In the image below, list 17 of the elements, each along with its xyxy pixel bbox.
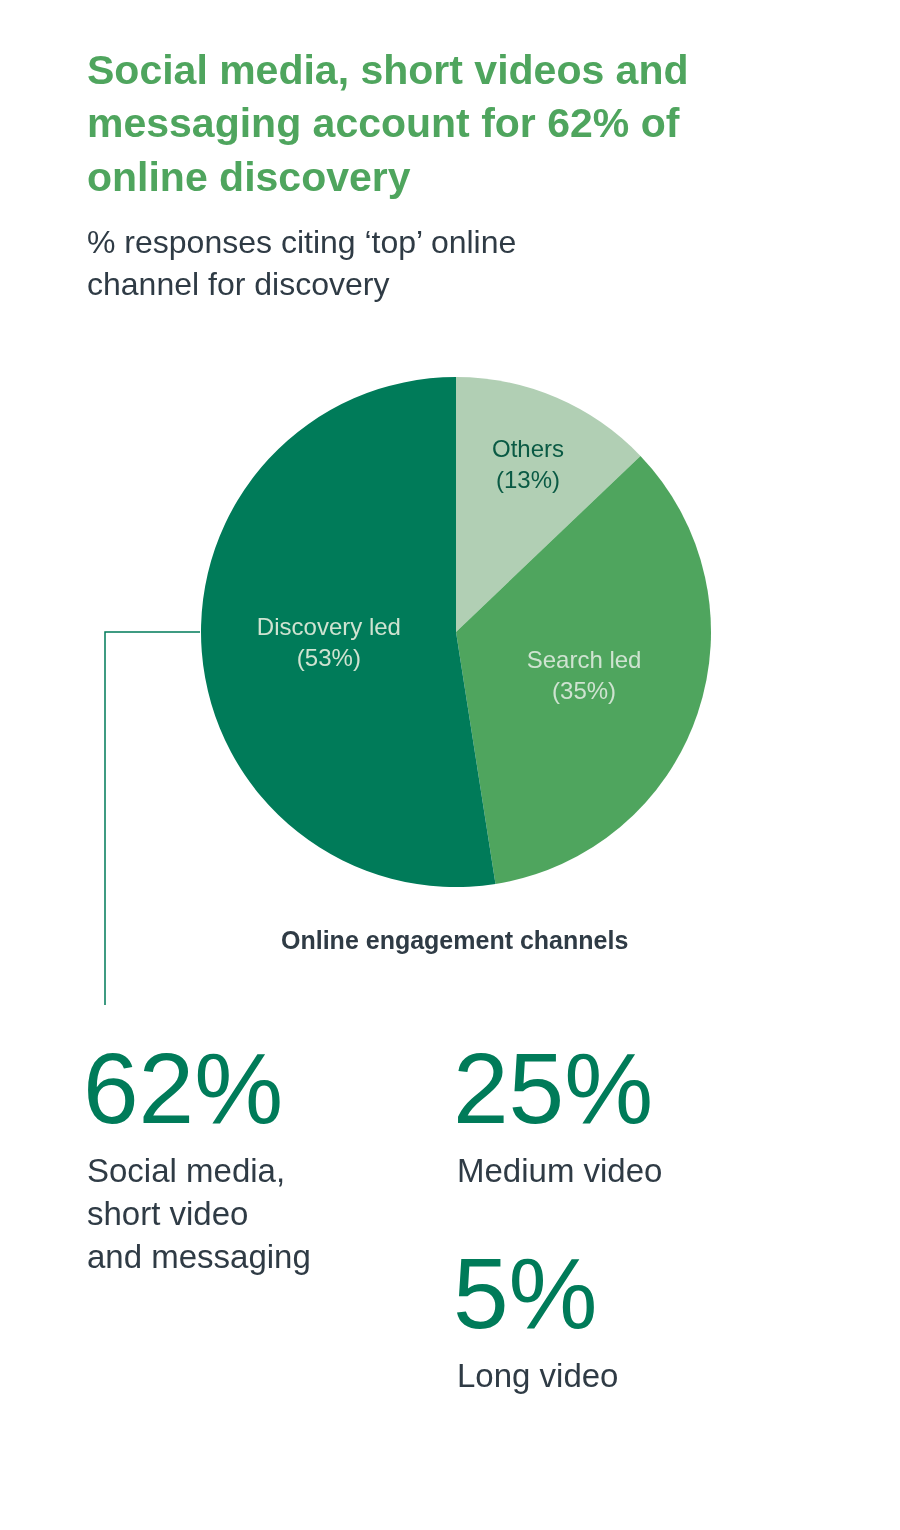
text: Social media, short video and messaging (87, 1152, 311, 1275)
text: Online engagement channels (281, 926, 629, 954)
text: Long video (457, 1357, 619, 1394)
slice-label: Discovery led (256, 612, 401, 640)
data-label: (13%) (495, 465, 561, 493)
slice-label: Search led (526, 646, 642, 674)
text: 62% (83, 1032, 284, 1144)
pie-slice (456, 377, 641, 632)
pie-slice (456, 455, 711, 884)
data-label: (35%) (552, 677, 617, 705)
data-label: (53%) (296, 644, 361, 671)
text: Medium video (457, 1152, 663, 1189)
slice-label: Others (491, 434, 565, 462)
chart-subtitle: % responses citing ‘top’ online channel for discovery (87, 224, 517, 302)
text: 25% (453, 1032, 654, 1144)
chart-title: Social media, short videos and messaging account for 62% of online discovery (87, 47, 689, 200)
text: 5% (453, 1237, 598, 1349)
